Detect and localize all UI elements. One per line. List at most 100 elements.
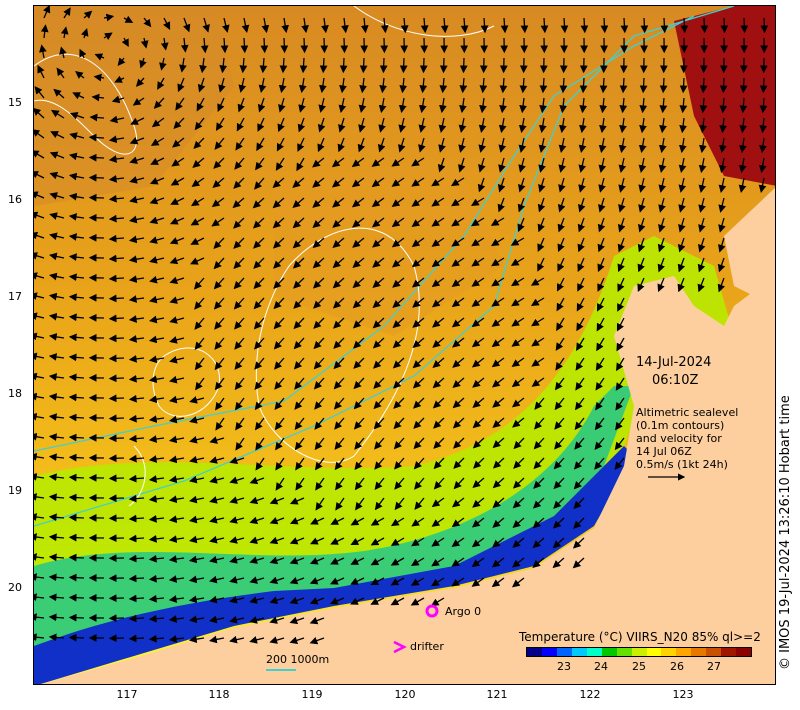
velocity-arrow bbox=[215, 417, 225, 431]
velocity-arrow bbox=[431, 297, 445, 308]
velocity-arrow bbox=[103, 13, 115, 22]
velocity-arrow bbox=[433, 457, 445, 470]
velocity-arrow bbox=[453, 477, 465, 490]
velocity-arrow bbox=[595, 397, 605, 411]
velocity-arrow bbox=[574, 437, 585, 450]
velocity-arrow bbox=[372, 237, 385, 248]
velocity-arrow bbox=[598, 197, 606, 213]
velocity-arrow bbox=[202, 17, 210, 33]
velocity-arrow bbox=[520, 17, 529, 34]
velocity-arrow bbox=[677, 277, 685, 293]
velocity-arrow bbox=[34, 332, 45, 341]
velocity-arrow bbox=[537, 217, 545, 233]
velocity-arrow bbox=[577, 197, 586, 213]
velocity-arrow bbox=[411, 197, 425, 207]
velocity-arrow bbox=[319, 77, 327, 94]
velocity-arrow bbox=[168, 435, 185, 444]
velocity-arrow bbox=[637, 257, 645, 273]
velocity-arrow bbox=[332, 297, 345, 309]
velocity-arrow bbox=[413, 417, 425, 429]
velocity-arrow bbox=[48, 353, 65, 361]
velocity-arrow bbox=[412, 377, 425, 389]
velocity-arrow bbox=[128, 494, 145, 503]
velocity-arrow bbox=[698, 177, 707, 193]
velocity-arrow bbox=[209, 436, 225, 444]
velocity-arrow bbox=[93, 73, 105, 82]
velocity-arrow bbox=[143, 17, 152, 28]
velocity-arrow bbox=[598, 157, 607, 173]
velocity-arrow bbox=[594, 437, 605, 451]
lat-label: 15 bbox=[8, 96, 22, 109]
velocity-arrow bbox=[261, 17, 270, 34]
velocity-arrow bbox=[188, 575, 205, 584]
velocity-arrow bbox=[213, 297, 225, 310]
velocity-arrow bbox=[459, 57, 468, 74]
velocity-arrow bbox=[229, 595, 245, 604]
velocity-arrow bbox=[214, 317, 225, 330]
velocity-arrow bbox=[314, 457, 325, 471]
velocity-arrow bbox=[188, 595, 205, 604]
velocity-arrow bbox=[557, 257, 565, 272]
velocity-arrow bbox=[148, 574, 165, 583]
velocity-arrow bbox=[235, 437, 245, 451]
velocity-arrow bbox=[437, 157, 446, 173]
velocity-arrow bbox=[169, 316, 185, 324]
velocity-arrow bbox=[128, 315, 145, 323]
velocity-arrow bbox=[739, 137, 747, 154]
velocity-arrow bbox=[414, 477, 425, 490]
velocity-arrow bbox=[298, 77, 307, 94]
velocity-arrow bbox=[189, 435, 205, 444]
velocity-arrow bbox=[177, 77, 185, 93]
velocity-arrow bbox=[492, 437, 505, 449]
velocity-arrow bbox=[555, 357, 565, 371]
velocity-arrow bbox=[332, 197, 345, 208]
velocity-arrow bbox=[419, 77, 428, 94]
velocity-arrow bbox=[255, 157, 265, 171]
velocity-arrow bbox=[432, 337, 445, 348]
velocity-arrow bbox=[234, 157, 245, 170]
velocity-arrow bbox=[313, 337, 325, 350]
velocity-arrow bbox=[194, 117, 205, 131]
velocity-arrow bbox=[492, 537, 505, 548]
velocity-arrow bbox=[390, 537, 405, 546]
velocity-arrow bbox=[309, 557, 325, 565]
velocity-arrow bbox=[193, 137, 205, 150]
colorbar-swatch bbox=[527, 648, 542, 656]
velocity-arrow bbox=[679, 97, 688, 114]
velocity-arrow bbox=[372, 297, 385, 309]
velocity-arrow bbox=[252, 217, 265, 229]
velocity-arrow bbox=[511, 337, 525, 347]
velocity-arrow bbox=[619, 97, 628, 114]
velocity-arrow bbox=[128, 454, 145, 463]
velocity-arrow bbox=[108, 414, 125, 423]
velocity-arrow bbox=[149, 196, 165, 205]
velocity-arrow bbox=[638, 157, 647, 173]
velocity-arrow bbox=[394, 457, 405, 470]
velocity-arrow bbox=[168, 575, 185, 583]
velocity-arrow bbox=[573, 497, 585, 510]
velocity-arrow bbox=[370, 517, 385, 526]
velocity-arrow bbox=[511, 357, 525, 367]
velocity-arrow bbox=[370, 557, 385, 566]
velocity-arrow bbox=[252, 197, 265, 209]
velocity-arrow bbox=[269, 636, 285, 644]
velocity-arrow bbox=[297, 137, 305, 152]
velocity-arrow bbox=[352, 277, 365, 289]
velocity-arrow bbox=[197, 77, 206, 93]
velocity-arrow bbox=[68, 433, 85, 442]
velocity-arrow bbox=[598, 177, 606, 193]
lon-label: 122 bbox=[579, 688, 601, 701]
velocity-arrow bbox=[149, 236, 165, 244]
velocity-arrow bbox=[48, 373, 65, 381]
velocity-arrow bbox=[169, 276, 185, 285]
velocity-arrow bbox=[160, 37, 169, 51]
velocity-arrow bbox=[274, 377, 285, 390]
velocity-arrow bbox=[175, 97, 185, 111]
velocity-arrow bbox=[48, 633, 65, 642]
velocity-arrow bbox=[148, 514, 165, 523]
velocity-arrow bbox=[148, 554, 165, 563]
velocity-arrow bbox=[373, 397, 385, 410]
velocity-arrow bbox=[233, 277, 245, 290]
velocity-arrow bbox=[34, 533, 45, 541]
velocity-arrow bbox=[575, 357, 585, 371]
